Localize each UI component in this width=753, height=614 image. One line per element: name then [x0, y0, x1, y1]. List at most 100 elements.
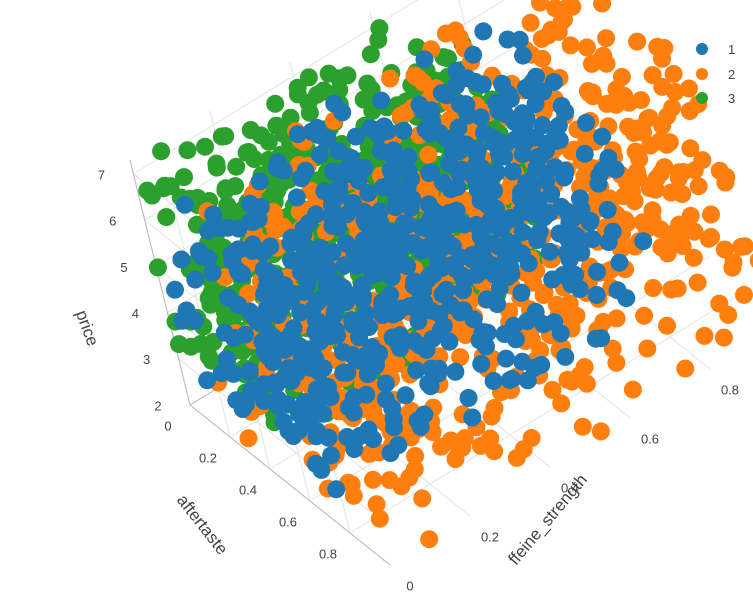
data-point	[531, 0, 549, 12]
data-point	[450, 28, 469, 47]
data-point	[384, 244, 403, 262]
data-point	[554, 266, 572, 285]
data-point	[619, 117, 638, 136]
data-point	[652, 238, 671, 257]
data-point	[148, 258, 167, 277]
z-tick-label: 5	[120, 260, 127, 275]
data-point	[510, 30, 529, 49]
data-point	[364, 401, 383, 420]
data-point	[466, 72, 485, 91]
legend-label-2: 2	[728, 67, 735, 82]
data-point	[612, 67, 631, 86]
data-point	[503, 162, 522, 181]
data-point	[450, 164, 469, 183]
data-point	[381, 285, 400, 304]
data-point	[419, 145, 438, 164]
data-point	[430, 124, 449, 143]
data-point	[450, 137, 469, 156]
data-point	[361, 119, 380, 138]
data-point	[418, 271, 437, 290]
data-point	[178, 141, 197, 160]
data-point	[546, 158, 564, 177]
data-point	[513, 223, 532, 242]
data-point	[236, 325, 255, 344]
data-point	[430, 305, 449, 323]
data-point	[315, 264, 334, 283]
data-point	[314, 81, 333, 100]
data-point	[603, 339, 622, 358]
data-point	[447, 201, 466, 220]
data-point	[330, 80, 349, 99]
data-point	[370, 509, 389, 528]
data-point	[398, 257, 417, 276]
data-point	[325, 94, 344, 113]
data-point	[634, 123, 652, 142]
x-axis-ticks: 0 0.2 0.4 0.6 0.8	[164, 418, 337, 561]
data-point	[250, 172, 269, 191]
legend-item-3[interactable]: 3	[696, 91, 735, 106]
data-point	[227, 157, 246, 176]
series-1	[166, 22, 653, 499]
data-point	[515, 117, 534, 136]
data-point	[292, 168, 310, 187]
data-point	[416, 120, 435, 139]
legend-marker-1	[696, 43, 708, 55]
legend-item-1[interactable]: 1	[696, 42, 735, 57]
data-point	[487, 199, 505, 218]
data-point	[552, 394, 571, 413]
axis-line	[129, 159, 191, 406]
x-tick-label: 0.4	[239, 482, 257, 497]
data-point	[308, 125, 327, 144]
data-point	[319, 64, 338, 83]
grid-line	[133, 0, 419, 175]
data-point	[152, 142, 171, 161]
data-point	[573, 417, 592, 436]
data-point	[186, 270, 205, 289]
data-point	[273, 370, 292, 389]
data-point	[138, 181, 157, 200]
data-point	[693, 151, 712, 170]
data-point	[717, 168, 736, 186]
data-point	[420, 164, 439, 182]
data-point	[514, 46, 532, 65]
z-tick-label: 2	[154, 398, 161, 413]
data-point	[269, 396, 287, 415]
data-point	[323, 188, 342, 207]
data-point	[655, 158, 674, 177]
data-point	[268, 286, 287, 304]
data-point	[282, 291, 301, 310]
data-point	[387, 191, 406, 210]
data-point	[202, 351, 221, 370]
data-point	[715, 240, 734, 259]
data-point	[625, 192, 644, 211]
data-point	[478, 323, 497, 342]
data-point	[603, 222, 622, 241]
data-point	[643, 201, 662, 220]
data-point	[587, 262, 606, 281]
data-point	[380, 144, 399, 163]
data-point	[274, 161, 293, 180]
data-point	[212, 364, 231, 383]
data-point	[552, 97, 571, 115]
data-point	[419, 374, 438, 393]
data-point	[449, 118, 468, 137]
legend-marker-2	[696, 68, 708, 80]
data-point	[292, 231, 311, 249]
data-point	[549, 22, 568, 41]
data-point	[255, 285, 274, 304]
data-point	[338, 66, 357, 85]
data-point	[735, 285, 753, 304]
data-point	[359, 444, 378, 463]
data-point	[306, 205, 325, 224]
data-point	[365, 221, 384, 240]
data-point	[689, 177, 708, 196]
data-point	[261, 237, 280, 256]
legend-item-2[interactable]: 2	[696, 67, 735, 82]
data-point	[322, 446, 341, 465]
data-point	[632, 91, 650, 110]
data-point	[662, 183, 681, 202]
data-point	[593, 51, 612, 70]
data-point	[404, 298, 423, 317]
data-point	[518, 312, 537, 331]
data-point	[334, 278, 353, 297]
